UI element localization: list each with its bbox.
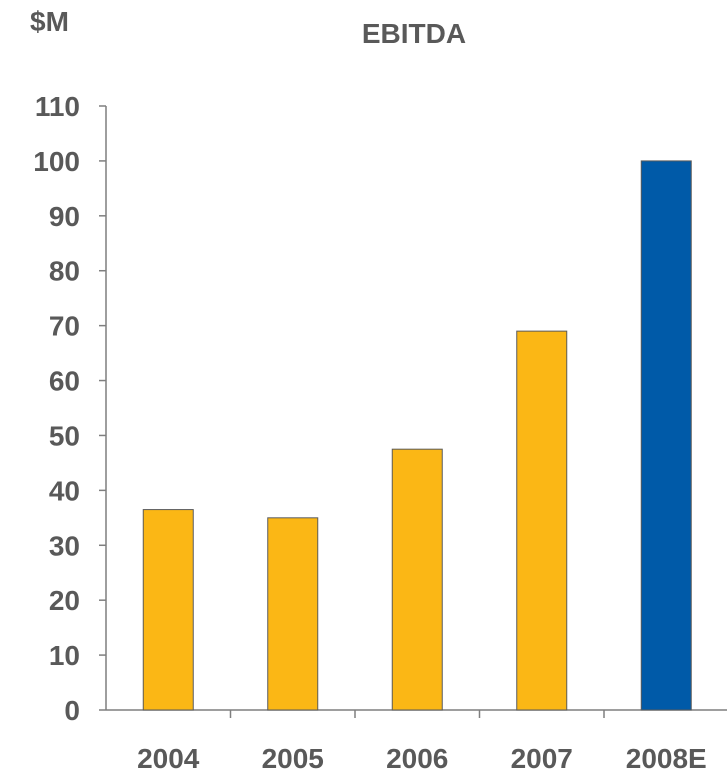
chart-title: EBITDA xyxy=(361,18,467,49)
x-tick-label: 2006 xyxy=(386,743,448,774)
x-tick-label: 2008E xyxy=(626,743,707,774)
y-tick-label: 110 xyxy=(35,91,80,122)
y-tick-label: 0 xyxy=(64,695,80,726)
x-axis: 2004 2005 2006 2007 2008E xyxy=(106,709,727,774)
y-tick-label: 10 xyxy=(49,640,80,671)
y-tick-label: 30 xyxy=(49,530,80,561)
bar-2007 xyxy=(516,330,568,711)
y-tick-label: 20 xyxy=(49,585,80,616)
y-tick-label: 80 xyxy=(49,256,80,287)
y-axis: 0 10 20 30 40 50 60 70 80 90 100 110 xyxy=(33,91,107,726)
bar-2008E xyxy=(640,160,692,711)
x-tick-label: 2004 xyxy=(137,743,200,774)
bar-2005 xyxy=(267,517,319,711)
y-tick-label: 90 xyxy=(49,201,80,232)
bar-2006 xyxy=(391,448,443,711)
unit-label: $M xyxy=(30,6,69,37)
y-tick-label: 60 xyxy=(49,366,80,397)
x-tick-label: 2007 xyxy=(511,743,573,774)
y-tick-label: 100 xyxy=(33,146,80,177)
x-tick-label: 2005 xyxy=(262,743,324,774)
y-tick-label: 70 xyxy=(49,311,80,342)
bar-2004 xyxy=(142,509,194,711)
y-tick-label: 40 xyxy=(49,475,80,506)
bars xyxy=(142,160,692,711)
y-tick-label: 50 xyxy=(49,420,80,451)
